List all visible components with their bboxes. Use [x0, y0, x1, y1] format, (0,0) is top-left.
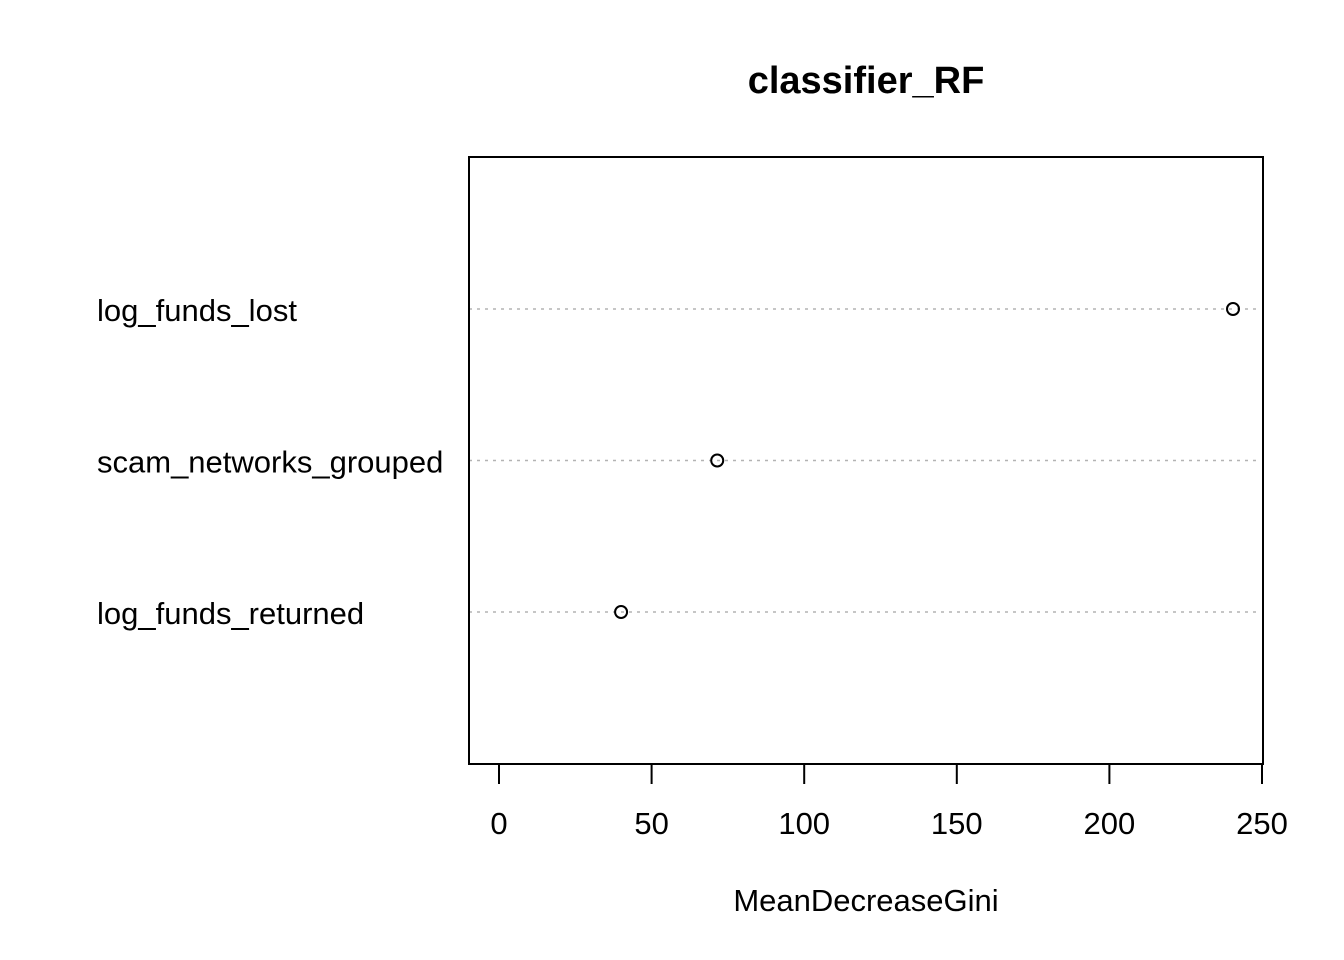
x-tick-label: 100 [778, 806, 830, 841]
x-tick-label: 50 [634, 806, 668, 841]
data-points [614, 302, 1241, 619]
x-axis: 0 50 100 150 200 250 [490, 763, 1288, 841]
data-point [710, 453, 725, 468]
category-labels: log_funds_lost scam_networks_grouped log_f… [97, 293, 443, 631]
x-tick-label: 0 [490, 806, 507, 841]
data-point [1226, 302, 1241, 316]
x-tick-label: 250 [1236, 806, 1288, 841]
x-tick-label: 150 [931, 806, 983, 841]
x-tick-label: 200 [1084, 806, 1136, 841]
category-label: log_funds_lost [97, 293, 297, 328]
category-label: log_funds_returned [97, 596, 364, 631]
x-axis-label: MeanDecreaseGini [733, 883, 998, 918]
chart-title: classifier_RF [748, 60, 985, 102]
category-label: scam_networks_grouped [97, 445, 443, 480]
data-point [614, 605, 629, 619]
guide-lines [469, 308, 1257, 613]
